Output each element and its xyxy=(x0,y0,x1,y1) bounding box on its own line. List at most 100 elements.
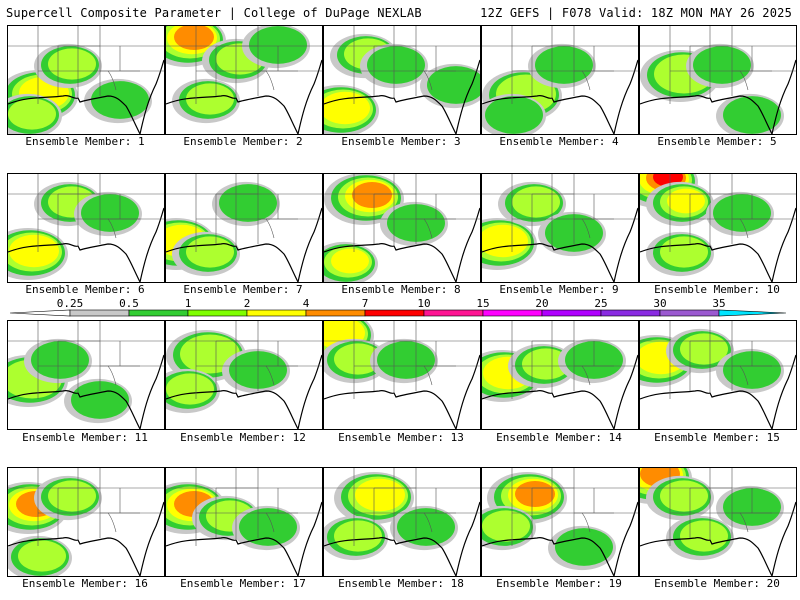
member-label: Ensemble Member: 19 xyxy=(496,577,622,590)
member-label: Ensemble Member: 7 xyxy=(183,283,303,296)
map-boundary-line xyxy=(139,59,164,134)
scp-contour-fill xyxy=(166,373,214,405)
scp-contour-fill xyxy=(9,234,59,268)
map-boundary-line xyxy=(771,354,796,429)
scp-contour-fill xyxy=(249,26,307,64)
scp-contour-fill xyxy=(331,248,369,274)
member-label: Ensemble Member: 13 xyxy=(338,431,464,444)
member-label: Ensemble Member: 4 xyxy=(499,135,619,148)
map-boundary-line xyxy=(455,501,480,576)
map-panel-6 xyxy=(7,173,165,283)
map-graphic xyxy=(640,321,796,429)
valid-time: 12Z GEFS | F078 Valid: 18Z MON MAY 26 20… xyxy=(480,6,792,20)
map-boundary-line xyxy=(297,59,322,134)
map-panel-12 xyxy=(165,320,323,430)
map-panel-13 xyxy=(323,320,481,430)
colorbar-min-arrow xyxy=(10,309,71,317)
map-boundary-line xyxy=(640,536,773,576)
scp-contour-fill xyxy=(186,83,234,115)
scp-contour-fill xyxy=(174,26,214,50)
scp-contour-fill xyxy=(485,96,543,134)
map-panel-3 xyxy=(323,25,481,135)
map-graphic xyxy=(8,321,164,429)
scp-contour-fill xyxy=(186,236,234,268)
member-label: Ensemble Member: 16 xyxy=(22,577,148,590)
colorbar-max-arrow xyxy=(718,309,787,317)
map-boundary-line xyxy=(613,354,638,429)
map-graphic xyxy=(640,174,796,282)
scp-contour-fill xyxy=(713,194,771,232)
scp-contour-fill xyxy=(512,186,560,218)
scp-contour-fill xyxy=(660,236,708,268)
scp-contour-fill xyxy=(427,66,480,104)
map-panel-4 xyxy=(481,25,639,135)
map-boundary-line xyxy=(455,59,480,134)
map-panel-5 xyxy=(639,25,797,135)
scp-contour-fill xyxy=(219,184,277,222)
map-boundary-line xyxy=(581,365,591,386)
map-boundary-line xyxy=(613,59,638,134)
scp-contour-fill xyxy=(522,348,570,380)
map-boundary-line xyxy=(482,389,615,429)
colorbar-tick-label: 20 xyxy=(535,297,548,310)
map-graphic xyxy=(8,26,164,134)
scp-contour-fill xyxy=(515,481,555,507)
scp-contour-fill xyxy=(377,341,435,379)
colorbar-tick-label: 7 xyxy=(362,297,369,310)
map-boundary-line xyxy=(139,501,164,576)
map-graphic xyxy=(482,26,638,134)
map-boundary-line xyxy=(107,512,117,533)
scp-contour-fill xyxy=(334,520,382,552)
map-boundary-line xyxy=(166,242,299,282)
map-graphic xyxy=(482,174,638,282)
colorbar-tick-label: 0.5 xyxy=(119,297,139,310)
member-label: Ensemble Member: 14 xyxy=(496,431,622,444)
scp-contour-fill xyxy=(355,478,405,512)
scp-contour-fill xyxy=(367,46,425,84)
scp-contour-fill xyxy=(535,46,593,84)
scp-contour-fill xyxy=(352,182,392,208)
map-graphic xyxy=(166,468,322,576)
map-boundary-line xyxy=(482,242,615,282)
map-boundary-line xyxy=(455,354,480,429)
map-graphic xyxy=(324,174,480,282)
scp-contour-fill xyxy=(81,194,139,232)
map-graphic xyxy=(482,321,638,429)
map-panel-1 xyxy=(7,25,165,135)
colorbar-bin xyxy=(423,309,484,317)
member-label: Ensemble Member: 3 xyxy=(341,135,461,148)
colorbar-tick-label: 1 xyxy=(185,297,192,310)
member-label: Ensemble Member: 8 xyxy=(341,283,461,296)
map-panel-8 xyxy=(323,173,481,283)
map-panel-20 xyxy=(639,467,797,577)
colorbar-bin xyxy=(128,309,189,317)
map-boundary-line xyxy=(324,94,457,134)
map-boundary-line xyxy=(139,207,164,282)
map-panel-2 xyxy=(165,25,323,135)
scp-contour-fill xyxy=(667,188,705,214)
member-label: Ensemble Member: 12 xyxy=(180,431,306,444)
map-boundary-line xyxy=(423,218,433,239)
map-boundary-line xyxy=(166,536,299,576)
map-graphic xyxy=(324,468,480,576)
map-boundary-line xyxy=(423,365,433,386)
scp-contour-fill xyxy=(660,480,708,512)
member-label: Ensemble Member: 1 xyxy=(25,135,145,148)
colorbar-tick-label: 35 xyxy=(712,297,725,310)
map-graphic xyxy=(166,174,322,282)
map-boundary-line xyxy=(581,218,591,239)
scp-contour-fill xyxy=(8,98,56,130)
map-panel-7 xyxy=(165,173,323,283)
colorbar-bin xyxy=(600,309,661,317)
map-boundary-line xyxy=(297,207,322,282)
scp-contour-fill xyxy=(48,48,96,80)
map-graphic xyxy=(640,26,796,134)
map-boundary-line xyxy=(640,242,773,282)
member-label: Ensemble Member: 2 xyxy=(183,135,303,148)
map-boundary-line xyxy=(771,59,796,134)
scp-contour-fill xyxy=(397,508,455,546)
map-panel-15 xyxy=(639,320,797,430)
scp-contour-fill xyxy=(723,351,781,389)
colorbar-tick-label: 0.25 xyxy=(57,297,84,310)
colorbar-tick-label: 2 xyxy=(244,297,251,310)
